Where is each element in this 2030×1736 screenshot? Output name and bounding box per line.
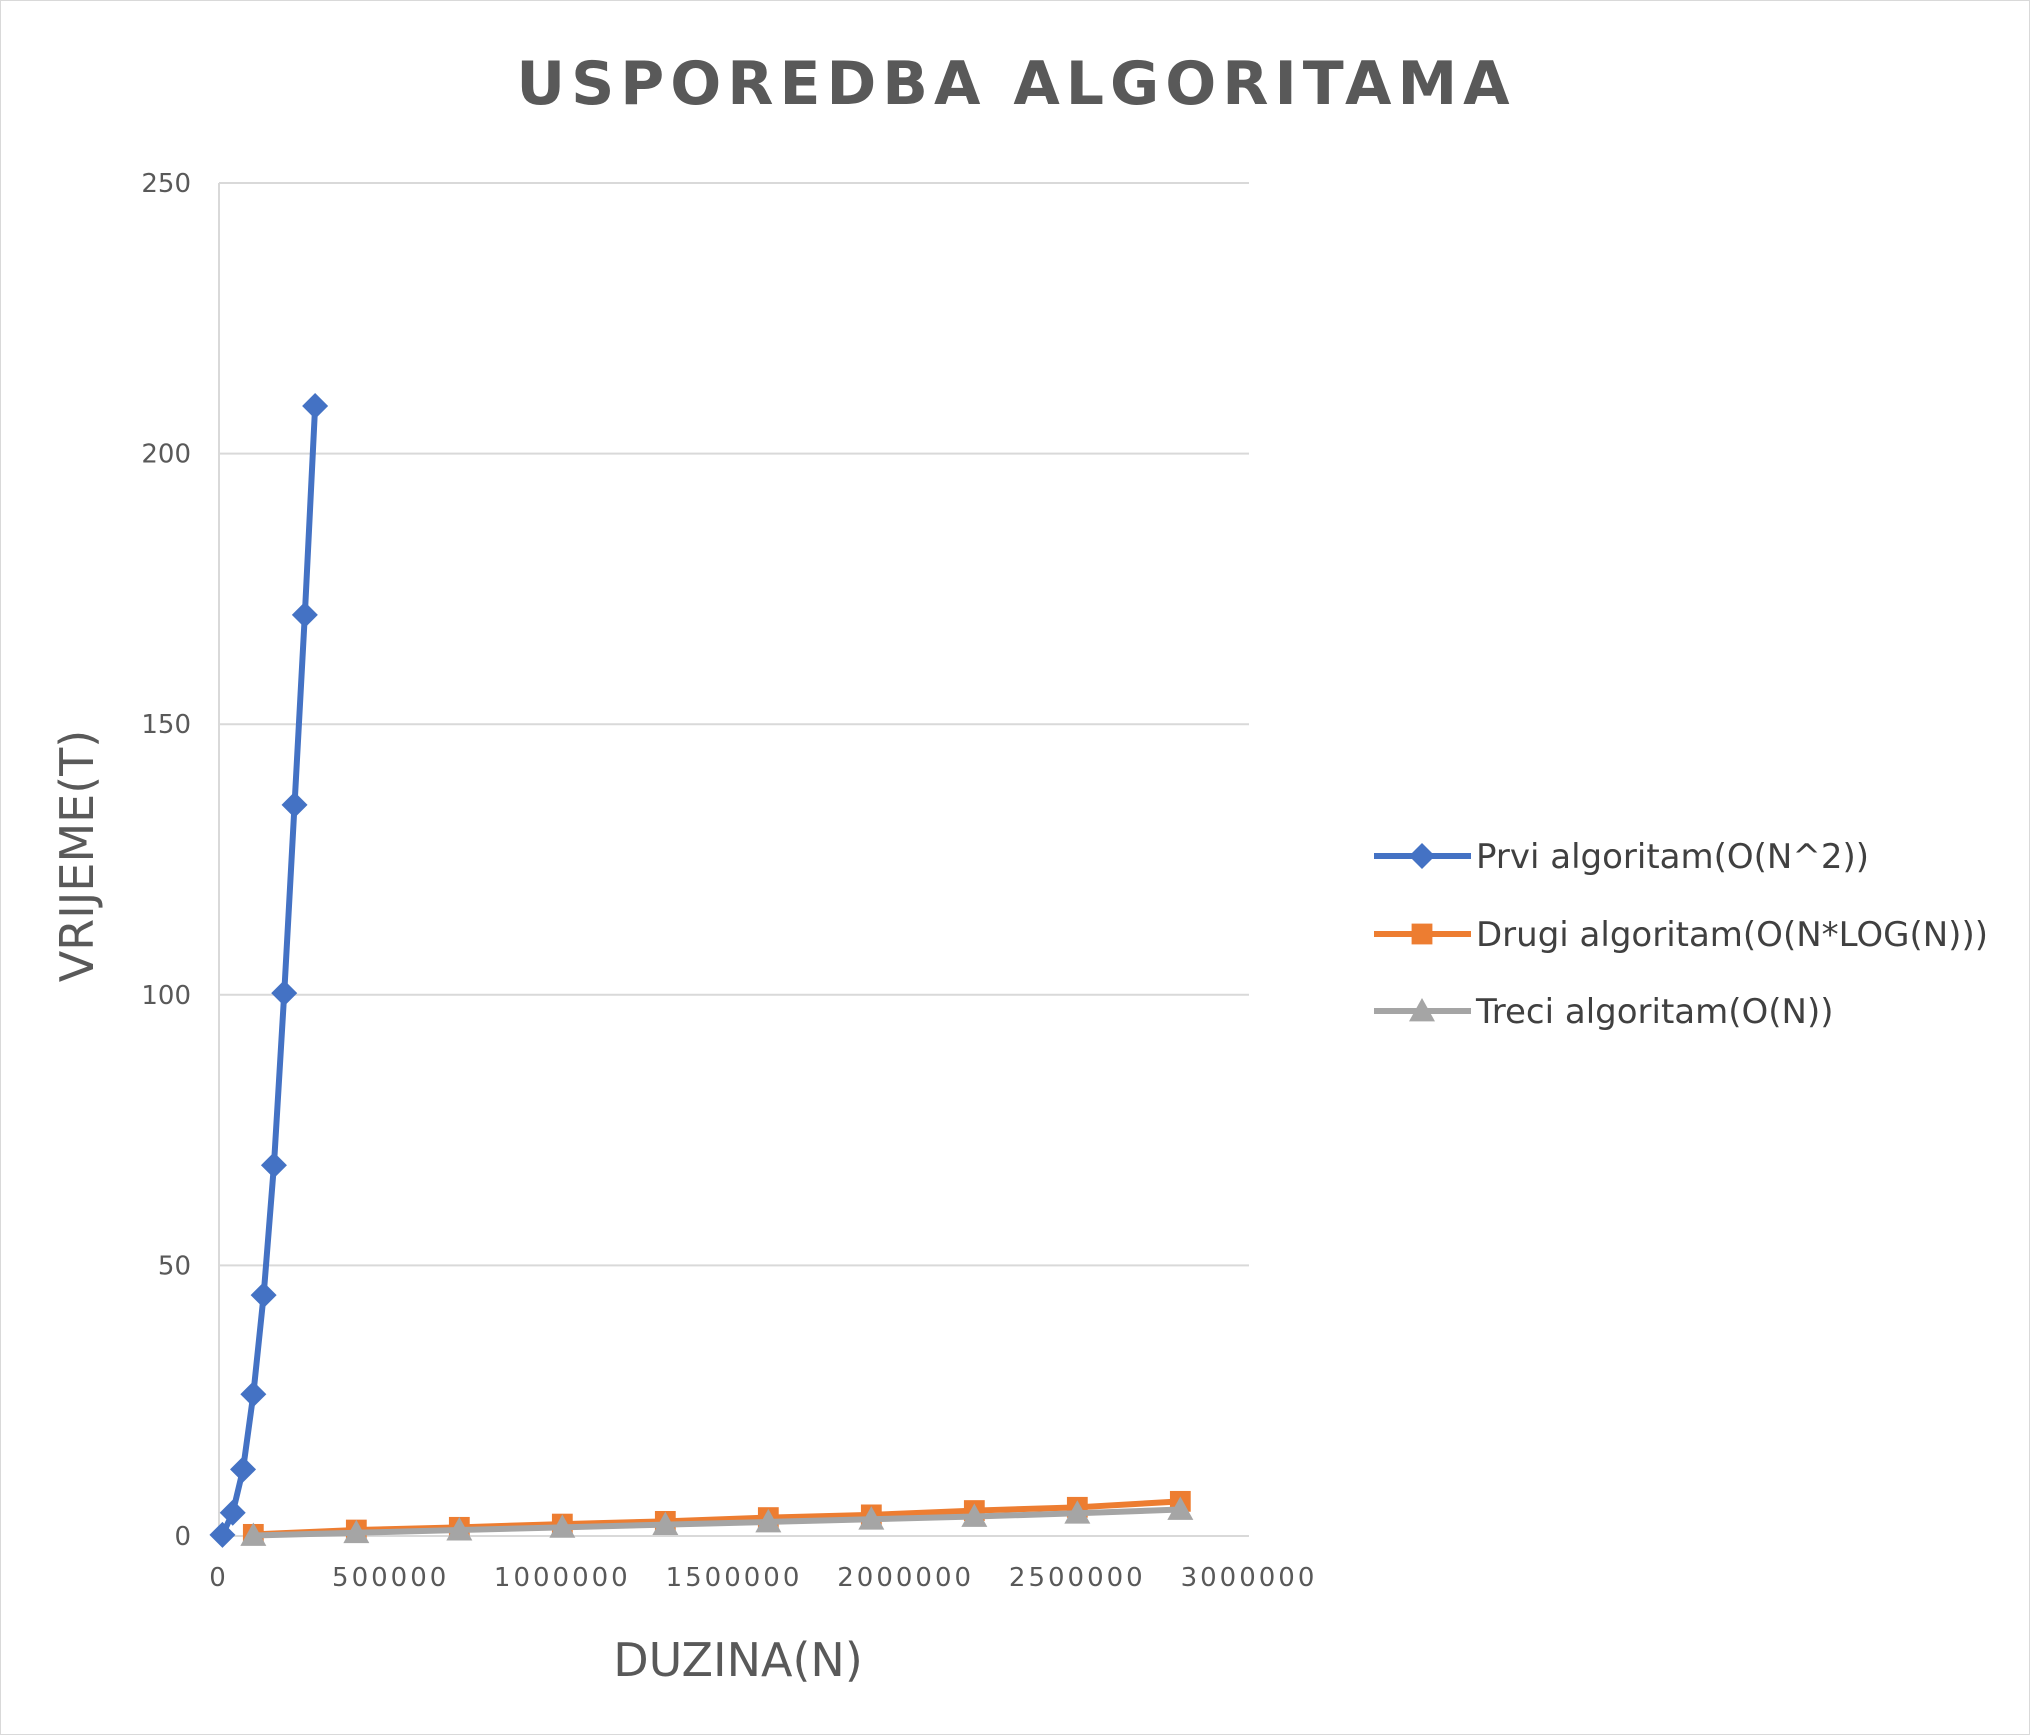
- data-point-diamond: [209, 1521, 236, 1548]
- data-point-diamond: [291, 601, 318, 628]
- gridlines: [219, 182, 1249, 1267]
- data-point-triangle: [549, 1514, 576, 1538]
- data-point-triangle: [755, 1508, 782, 1533]
- y-axis-title: VRIJEME(T): [50, 730, 104, 982]
- y-tick-label: 150: [141, 710, 191, 740]
- y-tick-label: 100: [141, 981, 191, 1011]
- series-3: [240, 1496, 1194, 1546]
- x-tick-label: 500000: [332, 1563, 449, 1593]
- x-tick-label: 1500000: [666, 1563, 803, 1593]
- data-point-triangle: [961, 1503, 988, 1527]
- x-tick-label: 2000000: [837, 1563, 974, 1593]
- data-point-diamond: [1409, 843, 1435, 869]
- x-tick-label: 3000000: [1181, 1563, 1318, 1593]
- legend-label: Treci algoritam(O(N)): [1475, 992, 1834, 1032]
- data-point-triangle: [343, 1519, 370, 1544]
- data-point-triangle: [858, 1506, 885, 1530]
- y-tick-label: 200: [141, 440, 191, 470]
- legend-item: Drugi algoritam(O(N*LOG(N))): [1374, 915, 1988, 955]
- series-lines: [209, 392, 1194, 1548]
- data-point-triangle: [1064, 1500, 1091, 1524]
- data-point-triangle: [240, 1522, 267, 1546]
- y-tick-label: 50: [158, 1251, 191, 1281]
- data-point-triangle: [1167, 1496, 1194, 1520]
- data-point-triangle: [446, 1517, 473, 1541]
- legend-label: Prvi algoritam(O(N^2)): [1476, 837, 1869, 877]
- series-line: [250, 1506, 1184, 1539]
- data-point-diamond: [240, 1381, 267, 1408]
- data-point-diamond: [219, 1499, 246, 1526]
- x-tick-label: 1000000: [494, 1563, 631, 1593]
- data-point-triangle: [1409, 998, 1435, 1022]
- data-point-diamond: [260, 1152, 287, 1179]
- data-point-diamond: [271, 980, 298, 1007]
- legend: Prvi algoritam(O(N^2)) Drugi algoritam(O(…: [1374, 837, 1988, 1032]
- y-tick-label: 0: [174, 1522, 191, 1552]
- legend-item: Prvi algoritam(O(N^2)): [1374, 837, 1869, 877]
- data-point-triangle: [652, 1511, 679, 1536]
- data-point-square: [1411, 923, 1433, 945]
- y-tick-label: 250: [141, 169, 191, 199]
- data-point-diamond: [250, 1282, 277, 1309]
- series-line: [219, 402, 319, 1538]
- data-point-diamond: [230, 1456, 257, 1483]
- axes: 0 50 100 150 200 250 0 500000 1000000 1500000 2000…: [141, 169, 1318, 1593]
- legend-label: Drugi algoritam(O(N*LOG(N))): [1476, 915, 1988, 955]
- x-tick-label: 2500000: [1009, 1563, 1146, 1593]
- series-1: [209, 392, 329, 1548]
- legend-item: Treci algoritam(O(N)): [1374, 992, 1834, 1032]
- x-axis-title: DUZINA(N): [613, 1633, 863, 1687]
- x-tick-label: 0: [209, 1563, 229, 1593]
- chart-title: USPOREDBA ALGORITAMA: [516, 49, 1515, 119]
- data-point-diamond: [281, 791, 308, 818]
- data-point-diamond: [302, 392, 329, 419]
